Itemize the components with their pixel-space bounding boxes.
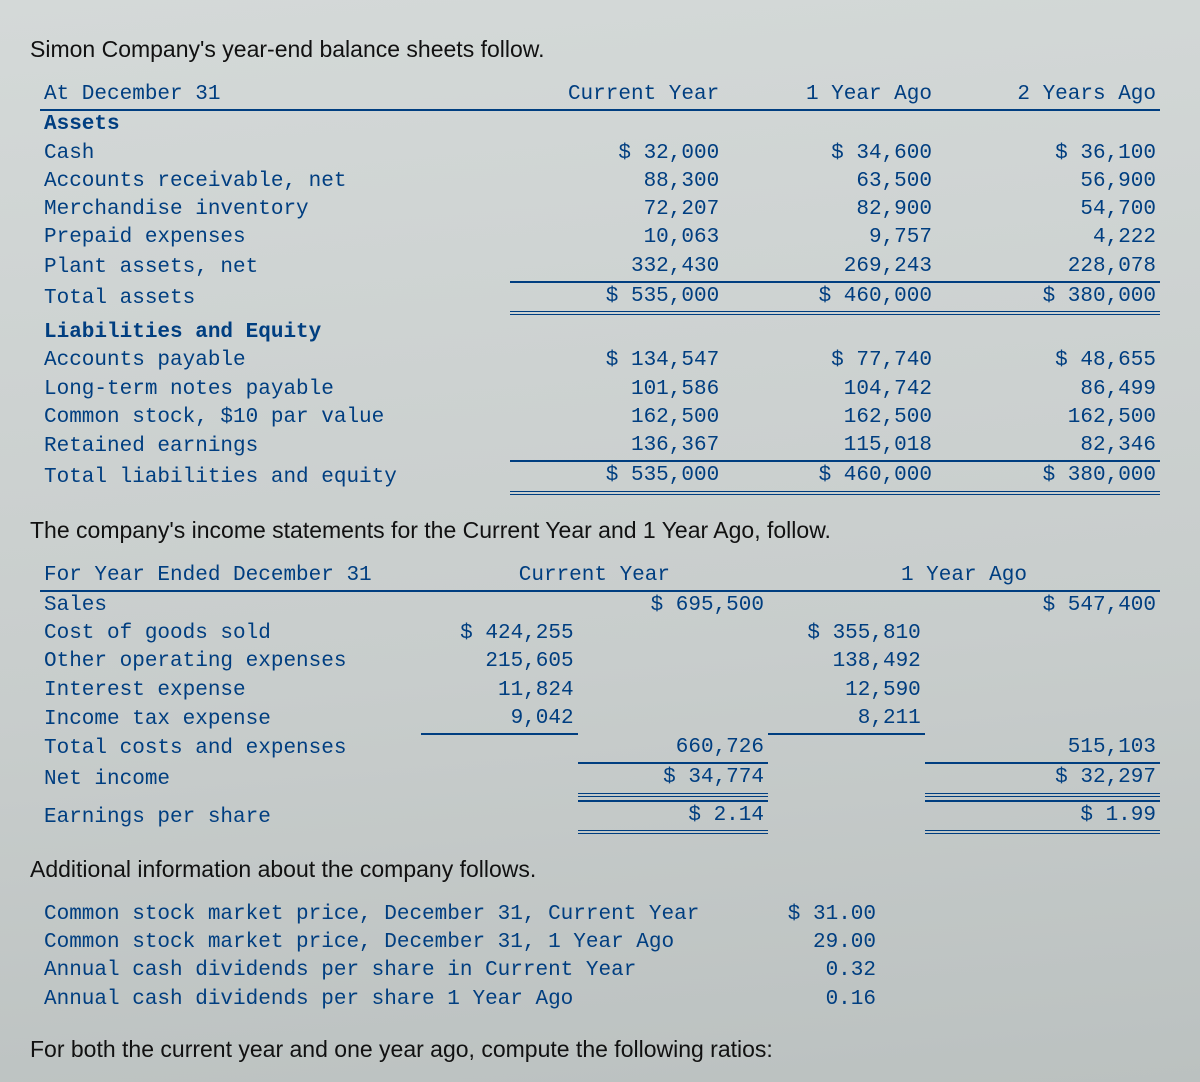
- row-label: Cost of goods sold: [40, 620, 421, 648]
- is-title: For Year Ended December 31: [40, 562, 421, 591]
- cell: 138,492: [768, 648, 925, 676]
- cell: $ 380,000: [936, 282, 1160, 313]
- cell: 4,222: [936, 224, 1160, 252]
- cell: 269,243: [723, 253, 936, 282]
- cell: 82,346: [936, 432, 1160, 461]
- row-label: Long-term notes payable: [40, 376, 510, 404]
- cell: 162,500: [723, 404, 936, 432]
- is-col-current: Current Year: [421, 562, 768, 591]
- cell: 9,042: [421, 705, 578, 734]
- row-label: Other operating expenses: [40, 648, 421, 676]
- row-label: Accounts payable: [40, 347, 510, 375]
- info-label: Annual cash dividends per share in Curre…: [40, 957, 680, 985]
- cell: 12,590: [768, 677, 925, 705]
- row-label: Retained earnings: [40, 432, 510, 461]
- info-label: Common stock market price, December 31, …: [40, 929, 680, 957]
- cell: 8,211: [768, 705, 925, 734]
- cell: $ 424,255: [421, 620, 578, 648]
- cell: 10,063: [510, 224, 723, 252]
- info-value: 29.00: [680, 929, 880, 957]
- info-label: Common stock market price, December 31, …: [40, 901, 680, 929]
- cell: 72,207: [510, 196, 723, 224]
- info-value: 0.32: [680, 957, 880, 985]
- cell: 660,726: [578, 734, 768, 763]
- info-label: Annual cash dividends per share 1 Year A…: [40, 986, 680, 1014]
- total-assets-label: Total assets: [40, 282, 510, 313]
- balance-sheet: At December 31 Current Year 1 Year Ago 2…: [40, 81, 1160, 495]
- cell: $ 535,000: [510, 461, 723, 492]
- row-label: Merchandise inventory: [40, 196, 510, 224]
- cell: $ 355,810: [768, 620, 925, 648]
- liab-heading: Liabilities and Equity: [40, 319, 510, 347]
- cell: 162,500: [936, 404, 1160, 432]
- bs-col-2yr: 2 Years Ago: [936, 81, 1160, 110]
- cell: $ 547,400: [925, 591, 1160, 620]
- row-label: Prepaid expenses: [40, 224, 510, 252]
- sales-label: Sales: [40, 591, 421, 620]
- is-col-1yr: 1 Year Ago: [768, 562, 1160, 591]
- cell: $ 1.99: [925, 801, 1160, 832]
- cell: $ 134,547: [510, 347, 723, 375]
- additional-info-heading: Additional information about the company…: [30, 856, 1170, 883]
- total-costs-label: Total costs and expenses: [40, 734, 421, 763]
- row-label: Income tax expense: [40, 705, 421, 734]
- cell: $ 2.14: [578, 801, 768, 832]
- income-intro-text: The company's income statements for the …: [30, 517, 1170, 544]
- cell: $ 34,600: [723, 140, 936, 168]
- cell: 332,430: [510, 253, 723, 282]
- income-statement: For Year Ended December 31 Current Year …: [40, 562, 1160, 834]
- cell: 136,367: [510, 432, 723, 461]
- income-statement-table: For Year Ended December 31 Current Year …: [40, 562, 1160, 834]
- total-liab-label: Total liabilities and equity: [40, 461, 510, 492]
- cell: 63,500: [723, 168, 936, 196]
- cell: 115,018: [723, 432, 936, 461]
- cell: $ 36,100: [936, 140, 1160, 168]
- cell: 104,742: [723, 376, 936, 404]
- net-income-label: Net income: [40, 763, 421, 794]
- balance-sheet-table: At December 31 Current Year 1 Year Ago 2…: [40, 81, 1160, 495]
- cell: 215,605: [421, 648, 578, 676]
- assets-heading: Assets: [40, 110, 510, 139]
- row-label: Plant assets, net: [40, 253, 510, 282]
- cell: 88,300: [510, 168, 723, 196]
- bs-title: At December 31: [40, 81, 510, 110]
- cell: 86,499: [936, 376, 1160, 404]
- cell: $ 535,000: [510, 282, 723, 313]
- row-label: Cash: [40, 140, 510, 168]
- cell: $ 460,000: [723, 461, 936, 492]
- cell: 82,900: [723, 196, 936, 224]
- cell: $ 77,740: [723, 347, 936, 375]
- cell: 101,586: [510, 376, 723, 404]
- row-label: Interest expense: [40, 677, 421, 705]
- cell: 11,824: [421, 677, 578, 705]
- info-value: $ 31.00: [680, 901, 880, 929]
- cell: $ 460,000: [723, 282, 936, 313]
- cell: 56,900: [936, 168, 1160, 196]
- eps-label: Earnings per share: [40, 801, 421, 832]
- cell: $ 32,297: [925, 763, 1160, 794]
- cell: 515,103: [925, 734, 1160, 763]
- intro-text: Simon Company's year-end balance sheets …: [30, 36, 1170, 63]
- cell: $ 48,655: [936, 347, 1160, 375]
- cell: $ 380,000: [936, 461, 1160, 492]
- row-label: Accounts receivable, net: [40, 168, 510, 196]
- final-prompt-text: For both the current year and one year a…: [30, 1036, 1170, 1063]
- bs-col-1yr: 1 Year Ago: [723, 81, 936, 110]
- info-value: 0.16: [680, 986, 880, 1014]
- cell: $ 34,774: [578, 763, 768, 794]
- cell: 228,078: [936, 253, 1160, 282]
- cell: 9,757: [723, 224, 936, 252]
- cell: 162,500: [510, 404, 723, 432]
- additional-info: Common stock market price, December 31, …: [40, 901, 1160, 1014]
- cell: $ 32,000: [510, 140, 723, 168]
- cell: 54,700: [936, 196, 1160, 224]
- cell: $ 695,500: [578, 591, 768, 620]
- row-label: Common stock, $10 par value: [40, 404, 510, 432]
- bs-col-current: Current Year: [510, 81, 723, 110]
- additional-info-table: Common stock market price, December 31, …: [40, 901, 1160, 1014]
